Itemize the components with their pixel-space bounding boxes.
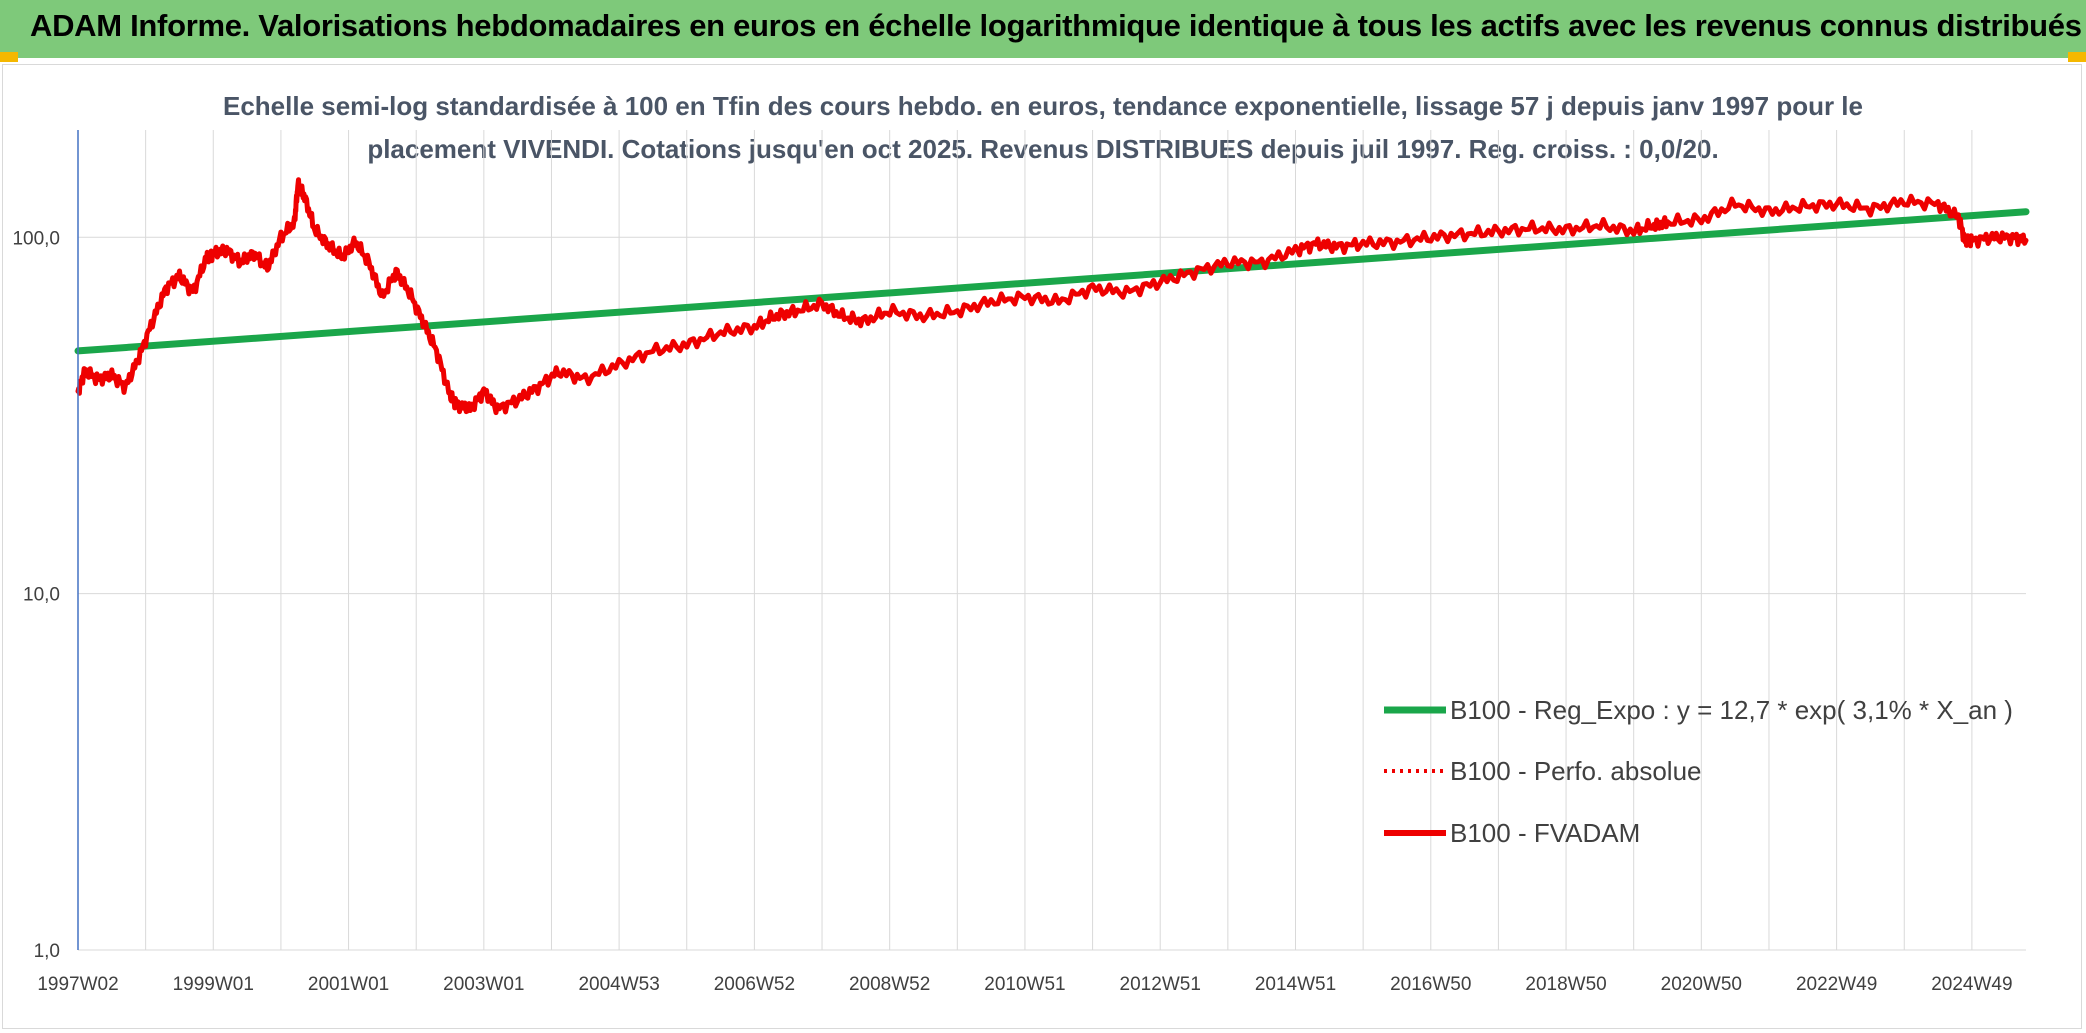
legend-label-fvadam: B100 - FVADAM	[1450, 818, 1640, 848]
chart-subtitle-line-1: Echelle semi-log standardisée à 100 en T…	[223, 91, 1863, 121]
corner-marker	[0, 52, 18, 62]
x-tick-label: 2020W50	[1661, 974, 1742, 995]
x-tick-label: 2022W49	[1796, 974, 1877, 995]
x-tick-label: 2024W49	[1931, 974, 2012, 995]
x-tick-label: 1997W02	[37, 974, 118, 995]
x-tick-label: 1999W01	[173, 974, 254, 995]
legend-label-regression: B100 - Reg_Expo : y = 12,7 * exp( 3,1% *…	[1450, 695, 2013, 725]
series-line-fvadam	[75, 177, 2029, 416]
series-lines	[74, 177, 2030, 416]
y-tick-label: 1,0	[34, 941, 60, 962]
header-bar: ADAM Informe. Valorisations hebdomadaire…	[0, 0, 2086, 58]
page-title: ADAM Informe. Valorisations hebdomadaire…	[30, 8, 2082, 43]
legend-label-perfo: B100 - Perfo. absolue	[1450, 756, 1702, 786]
grid-lines	[77, 130, 2026, 951]
x-tick-label: 2001W01	[308, 974, 389, 995]
x-tick-label: 2004W53	[578, 974, 659, 995]
y-axis-ticks: 1,0 10,0 100,0	[12, 228, 60, 962]
x-tick-label: 2018W50	[1525, 974, 1606, 995]
corner-marker	[2068, 52, 2086, 62]
x-tick-label: 2006W52	[714, 974, 795, 995]
x-tick-label: 2012W51	[1120, 974, 1201, 995]
x-tick-label: 2016W50	[1390, 974, 1471, 995]
y-tick-label: 10,0	[23, 585, 60, 606]
chart-subtitle-line-2: placement VIVENDI. Cotations jusqu'en oc…	[367, 134, 1718, 164]
x-tick-label: 2003W01	[443, 974, 524, 995]
legend: B100 - Reg_Expo : y = 12,7 * exp( 3,1% *…	[1384, 695, 2013, 848]
x-tick-label: 2010W51	[984, 974, 1065, 995]
y-tick-label: 100,0	[12, 228, 60, 249]
chart-frame	[2, 64, 2082, 1029]
x-tick-label: 2008W52	[849, 974, 930, 995]
x-axis-ticks: 1997W02 1999W01 2001W01 2003W01 2004W53 2006W…	[37, 974, 2012, 995]
x-tick-label: 2014W51	[1255, 974, 1336, 995]
series-line-regression	[74, 208, 2030, 355]
